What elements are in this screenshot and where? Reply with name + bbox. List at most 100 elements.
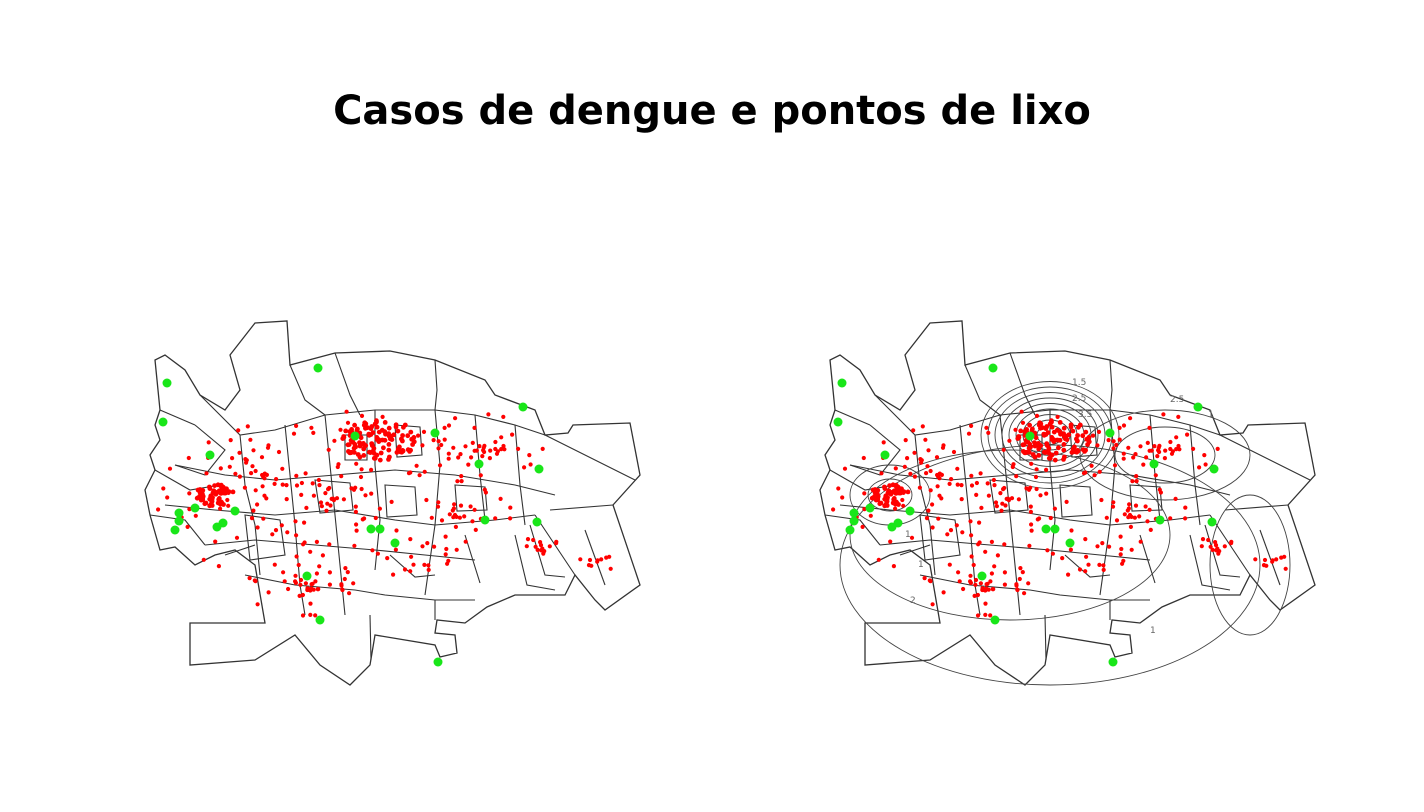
dengue-case-dot	[1049, 418, 1054, 424]
dengue-case-dot	[1095, 443, 1100, 448]
district-line	[1139, 534, 1156, 584]
dengue-case-dot	[961, 586, 966, 592]
district-line	[514, 534, 556, 591]
dengue-case-dot	[1033, 435, 1039, 441]
dengue-case-dot	[1173, 496, 1178, 501]
dengue-case-dot	[1206, 537, 1211, 543]
dengue-case-dot	[219, 484, 224, 490]
dengue-case-dot	[1018, 566, 1023, 571]
dengue-case-dot	[346, 442, 352, 447]
dengue-case-dot	[1026, 450, 1032, 455]
dengue-case-points	[156, 409, 613, 618]
garbage-point-dot	[849, 508, 859, 518]
dengue-case-dot	[436, 446, 441, 451]
dengue-case-dot	[255, 525, 260, 530]
dengue-case-dot	[228, 438, 233, 443]
dengue-case-dot	[1029, 528, 1034, 533]
dengue-case-dot	[203, 500, 209, 506]
dengue-case-dot	[1264, 563, 1269, 568]
dengue-case-dot	[391, 572, 396, 577]
garbage-point-dot	[302, 571, 312, 581]
dengue-case-dot	[270, 532, 275, 537]
dengue-case-dot	[947, 481, 952, 486]
dengue-case-dot	[878, 500, 884, 506]
dengue-case-dot	[1283, 566, 1288, 571]
dengue-case-dot	[1050, 551, 1055, 556]
dengue-case-dot	[454, 547, 459, 552]
dengue-case-dot	[1064, 437, 1070, 442]
district-line	[369, 614, 372, 661]
dengue-case-dot	[386, 447, 392, 453]
dengue-case-dot	[470, 440, 475, 445]
dengue-case-dot	[402, 422, 408, 428]
dengue-case-dot	[971, 562, 976, 568]
garbage-point-dot	[532, 517, 542, 527]
dengue-case-dot	[1038, 493, 1043, 498]
district-line	[534, 514, 576, 576]
garbage-point-dot	[905, 506, 915, 516]
district-line	[1189, 424, 1201, 526]
dengue-case-dot	[336, 462, 341, 467]
dengue-case-dot	[1052, 506, 1057, 511]
dengue-case-dot	[930, 502, 935, 507]
garbage-points	[158, 363, 544, 667]
dengue-case-dot	[1274, 557, 1279, 562]
district-line	[529, 524, 566, 578]
district-line	[879, 539, 1151, 561]
dengue-case-dot	[1002, 570, 1007, 575]
garbage-point-dot	[313, 363, 323, 373]
dengue-case-dot	[308, 612, 313, 617]
dengue-case-dot	[380, 437, 385, 443]
district-line	[1044, 614, 1047, 661]
dengue-case-dot	[547, 544, 552, 549]
dengue-case-dot	[917, 485, 922, 490]
district-line	[384, 484, 418, 518]
dengue-case-dot	[1203, 462, 1208, 467]
dengue-case-dot	[1114, 518, 1120, 523]
dengue-case-dot	[1210, 547, 1215, 552]
dengue-case-dot	[1099, 497, 1104, 503]
dengue-case-dot	[1134, 479, 1139, 484]
dengue-case-dot	[380, 414, 385, 419]
dengue-case-dot	[1083, 470, 1088, 475]
dengue-case-dot	[234, 535, 240, 540]
dengue-case-dot	[397, 444, 402, 450]
dengue-case-dot	[244, 460, 249, 465]
dengue-case-dot	[469, 455, 474, 460]
dengue-case-dot	[1021, 442, 1027, 447]
dengue-case-dot	[204, 471, 209, 476]
garbage-point-dot	[534, 464, 544, 474]
dengue-case-dot	[351, 450, 357, 455]
dengue-case-dot	[252, 578, 257, 583]
dengue-case-dot	[993, 500, 999, 505]
dengue-case-dot	[282, 579, 287, 584]
dengue-case-dot	[1101, 563, 1106, 568]
dengue-case-dot	[1049, 452, 1055, 458]
dengue-case-dot	[226, 503, 231, 508]
dengue-case-dot	[319, 504, 324, 509]
dengue-case-dot	[924, 471, 929, 476]
dengue-case-dot	[1095, 544, 1100, 549]
district-line	[1259, 529, 1281, 586]
contour-label: 2.5	[1170, 395, 1184, 405]
dengue-case-dot	[276, 449, 282, 455]
dengue-case-dot	[365, 425, 370, 431]
dengue-case-dot	[1026, 581, 1031, 586]
contour-label: 3.5	[1078, 410, 1092, 420]
dengue-case-dot	[458, 452, 463, 457]
dengue-case-dot	[1176, 443, 1181, 449]
dengue-case-dot	[1019, 409, 1024, 414]
dengue-case-dot	[453, 524, 458, 529]
dengue-case-dot	[1061, 425, 1067, 431]
dengue-case-dot	[1062, 454, 1067, 460]
dengue-case-dot	[1128, 416, 1133, 421]
dengue-case-dot	[408, 569, 413, 574]
dengue-case-dot	[875, 497, 881, 502]
dengue-case-dot	[369, 467, 374, 472]
dengue-case-dot	[1053, 450, 1059, 456]
dengue-case-dot	[1015, 587, 1020, 592]
dengue-case-dot	[429, 515, 434, 520]
dengue-case-dot	[357, 443, 363, 449]
district-line	[549, 504, 614, 511]
dengue-case-dot	[897, 487, 903, 493]
